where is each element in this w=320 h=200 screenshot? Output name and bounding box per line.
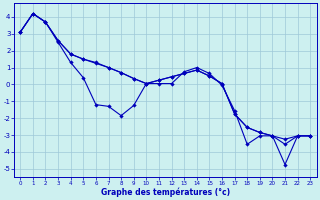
X-axis label: Graphe des températures (°c): Graphe des températures (°c) [101, 187, 230, 197]
